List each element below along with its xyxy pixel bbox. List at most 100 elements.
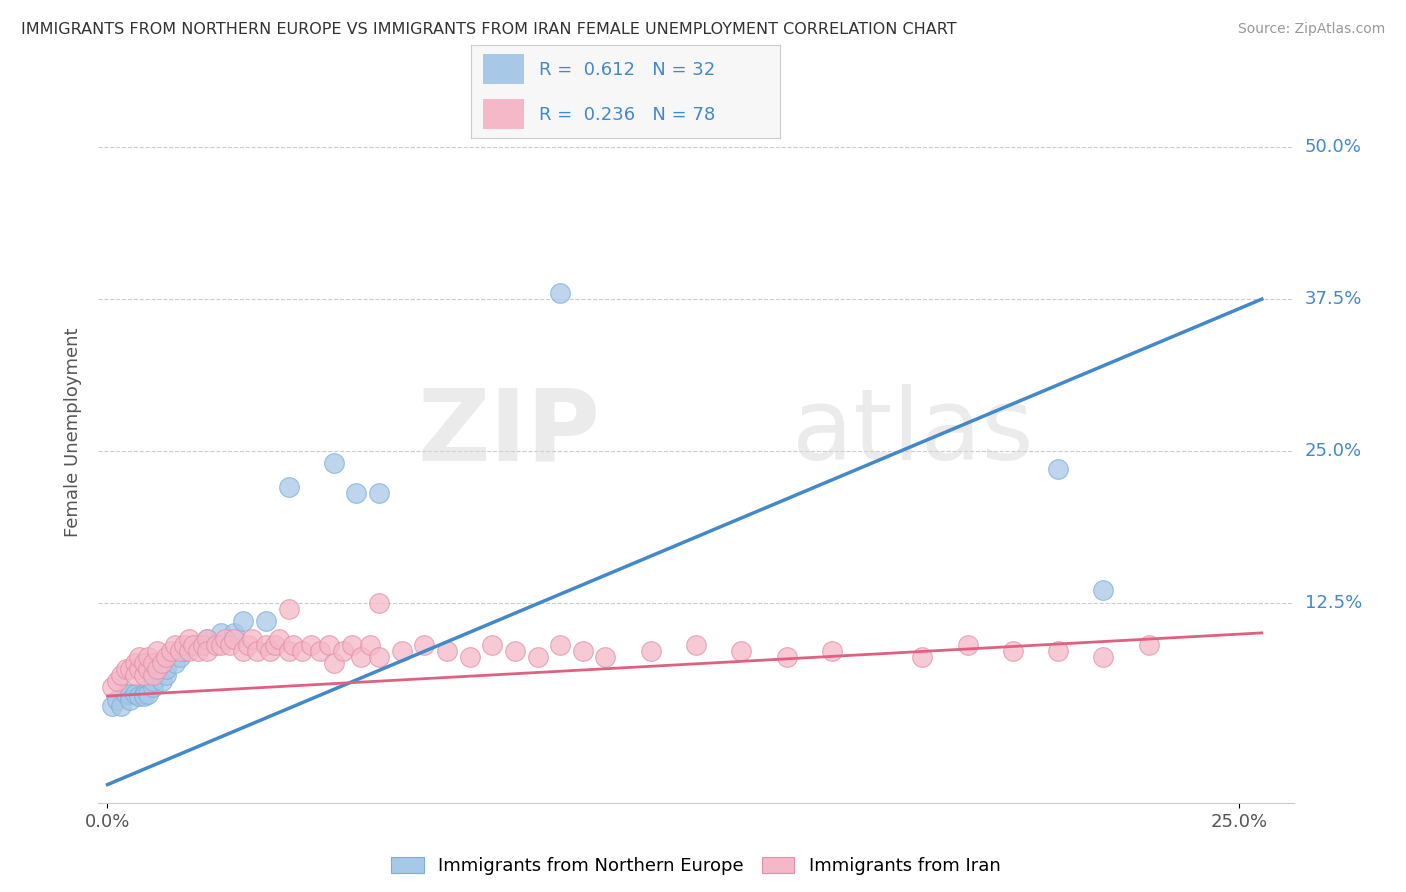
Text: R =  0.612   N = 32: R = 0.612 N = 32 [538,61,716,78]
Point [640,644,662,658]
Point [595,650,617,665]
Point [173,638,195,652]
Point [183,638,205,652]
Point [548,286,571,301]
Point [350,650,373,665]
Text: 37.5%: 37.5% [1305,290,1362,308]
Point [110,698,132,713]
Point [155,662,177,676]
Point [224,626,246,640]
Point [128,650,150,665]
Point [368,486,391,500]
Point [277,480,299,494]
Point [481,638,503,652]
Point [956,638,979,652]
Point [142,674,165,689]
Point [281,638,304,652]
Point [209,638,232,652]
Point [526,650,548,665]
Point [136,662,159,676]
Point [685,638,707,652]
Point [169,644,191,658]
Point [391,644,413,658]
Point [191,638,214,652]
Text: IMMIGRANTS FROM NORTHERN EUROPE VS IMMIGRANTS FROM IRAN FEMALE UNEMPLOYMENT CORR: IMMIGRANTS FROM NORTHERN EUROPE VS IMMIG… [21,22,956,37]
Point [195,632,218,646]
Point [1137,638,1160,652]
Point [277,601,299,615]
Point [128,689,150,703]
Point [110,668,132,682]
Point [146,662,169,676]
Point [254,614,277,628]
Legend: Immigrants from Northern Europe, Immigrants from Iran: Immigrants from Northern Europe, Immigra… [384,850,1008,882]
Point [503,644,526,658]
Point [124,657,146,671]
Point [160,644,183,658]
Text: atlas: atlas [792,384,1033,481]
Point [195,632,218,646]
Point [173,644,195,658]
Point [322,456,344,470]
Point [368,595,391,609]
Text: R =  0.236   N = 78: R = 0.236 N = 78 [538,106,716,124]
Point [120,662,142,676]
Point [299,638,322,652]
Point [232,614,254,628]
Point [1092,583,1115,598]
Point [259,644,281,658]
Point [1047,644,1070,658]
Point [246,644,269,658]
Text: 12.5%: 12.5% [1305,593,1362,612]
Point [359,638,381,652]
Point [195,644,218,658]
Point [413,638,436,652]
Point [436,644,458,658]
Point [277,644,299,658]
Point [1092,650,1115,665]
Point [572,644,595,658]
Point [114,662,136,676]
Point [1047,462,1070,476]
Point [269,632,291,646]
Text: Source: ZipAtlas.com: Source: ZipAtlas.com [1237,22,1385,37]
Point [120,692,142,706]
FancyBboxPatch shape [484,54,523,84]
Point [1001,644,1024,658]
Point [232,644,254,658]
Point [169,650,191,665]
Point [124,668,146,682]
Point [214,632,236,646]
Point [205,638,228,652]
Point [368,650,391,665]
Point [548,638,571,652]
Y-axis label: Female Unemployment: Female Unemployment [63,328,82,537]
Point [101,698,124,713]
Point [142,668,165,682]
Point [120,687,142,701]
Point [911,650,934,665]
Text: 25.0%: 25.0% [1305,442,1362,459]
FancyBboxPatch shape [484,99,523,129]
Point [165,657,187,671]
Point [136,687,159,701]
Point [332,644,354,658]
Point [730,644,752,658]
Point [155,668,177,682]
Point [142,681,165,695]
Point [165,638,187,652]
Point [132,657,155,671]
Point [187,638,209,652]
Point [132,687,155,701]
Point [124,687,146,701]
Point [346,486,368,500]
Point [142,657,165,671]
Point [322,657,344,671]
Point [150,674,173,689]
Point [775,650,797,665]
Point [146,644,169,658]
Text: ZIP: ZIP [418,384,600,481]
Point [458,650,481,665]
Point [105,674,128,689]
Point [132,689,155,703]
